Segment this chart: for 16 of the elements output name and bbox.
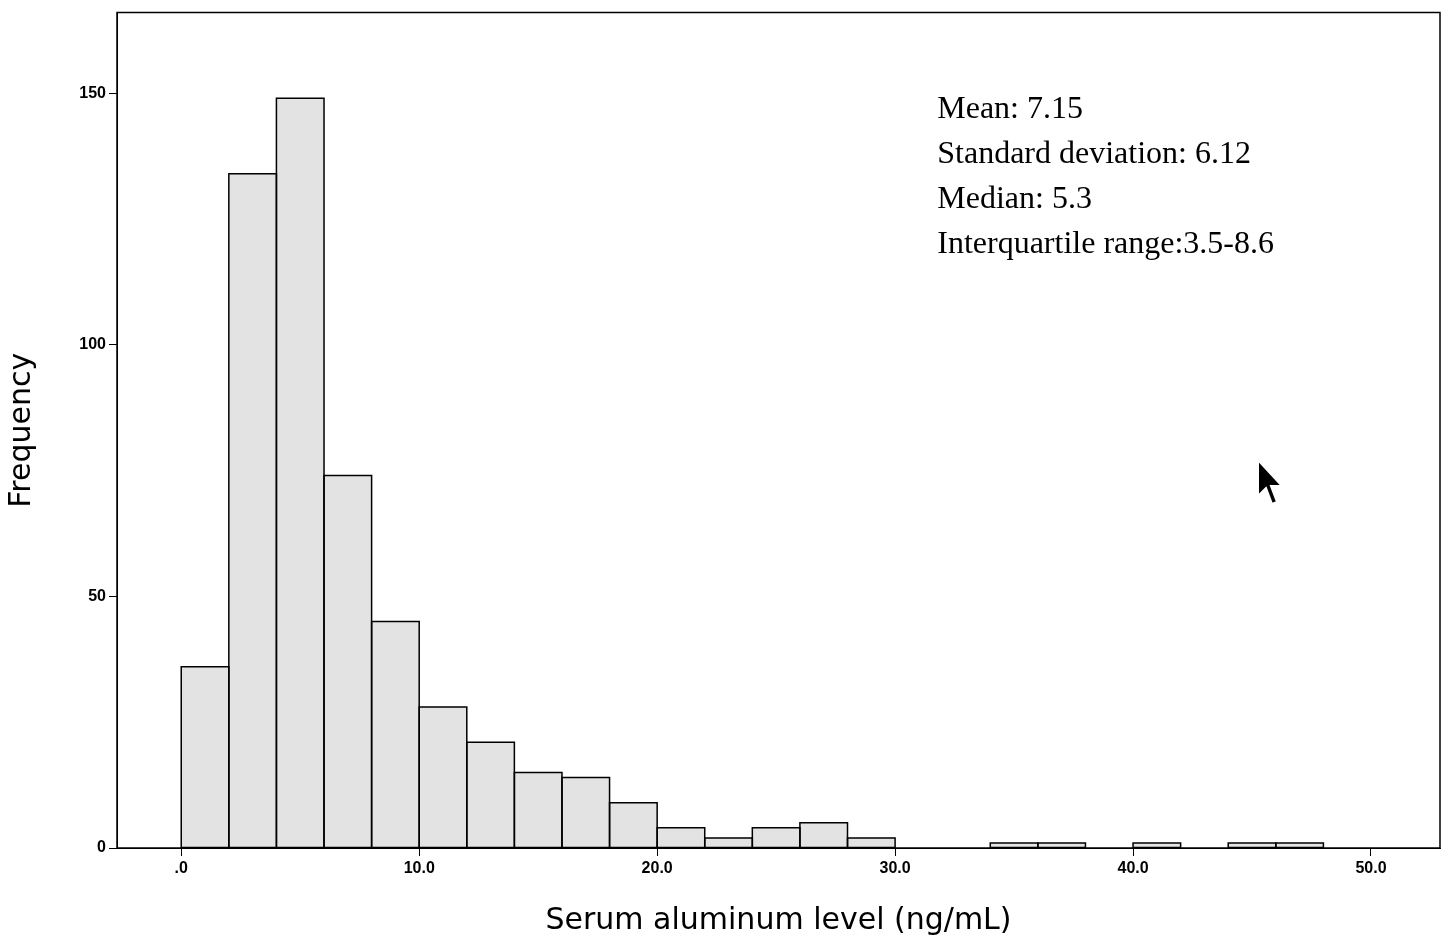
y-axis-title: Frequency [1, 352, 37, 508]
x-axis-title: Serum aluminum level (ng/mL) [545, 900, 1012, 936]
x-tick-label: 50.0 [1355, 859, 1387, 877]
x-tick-label: .0 [174, 859, 189, 877]
y-tick-label: 100 [79, 335, 107, 353]
x-tick-label: 10.0 [403, 859, 435, 877]
annotation: Median: 5.3 [937, 178, 1092, 215]
x-tick-label: 30.0 [879, 859, 911, 877]
y-tick-label: 0 [97, 838, 107, 856]
x-tick-label: 20.0 [641, 859, 673, 877]
annotation: Mean: 7.15 [937, 88, 1084, 125]
annotation: Standard deviation: 6.12 [937, 133, 1251, 170]
y-tick-label: 150 [79, 83, 107, 101]
x-tick-label: 40.0 [1117, 859, 1149, 877]
annotation: Interquartile range:3.5-8.6 [937, 223, 1275, 260]
y-tick-label: 50 [88, 586, 107, 604]
